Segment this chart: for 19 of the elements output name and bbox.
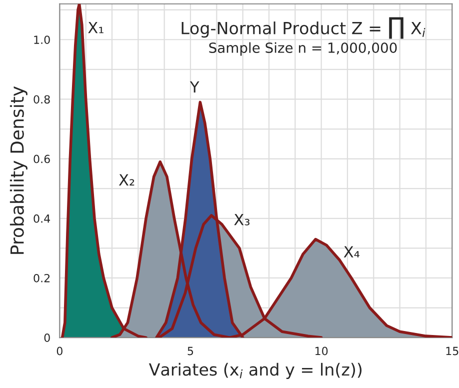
text: Log-Normal Product Z = ∏ X$_{i}$ — [182, 17, 426, 39]
series-label: Y — [190, 81, 200, 93]
x-tick-label: 10 — [315, 346, 328, 356]
y-axis-title: Probability Density — [10, 86, 28, 254]
y-tick-label: 0.8 — [34, 95, 50, 104]
series-label: X₁ — [88, 22, 104, 34]
x-tick-label: 5 — [188, 346, 194, 356]
series-label: X₄ — [344, 246, 360, 258]
y-tick-label: 0.6 — [34, 154, 50, 164]
x-tick-label: 15 — [446, 346, 458, 356]
y-tick-label: 0.4 — [34, 214, 50, 223]
x-tick-label: 0 — [56, 346, 62, 356]
y-tick-label: 0 — [44, 334, 50, 342]
series-label: X₂ — [118, 174, 134, 186]
y-tick-label: 0.2 — [34, 274, 50, 282]
x-axis-title: Variates (x$_{i}$ and y = ln(z)) — [148, 362, 362, 380]
text: Sample Size n = 1,000,000 — [209, 42, 397, 56]
y-tick-label: 1.0 — [34, 36, 50, 44]
series-label: X₃ — [234, 214, 250, 226]
